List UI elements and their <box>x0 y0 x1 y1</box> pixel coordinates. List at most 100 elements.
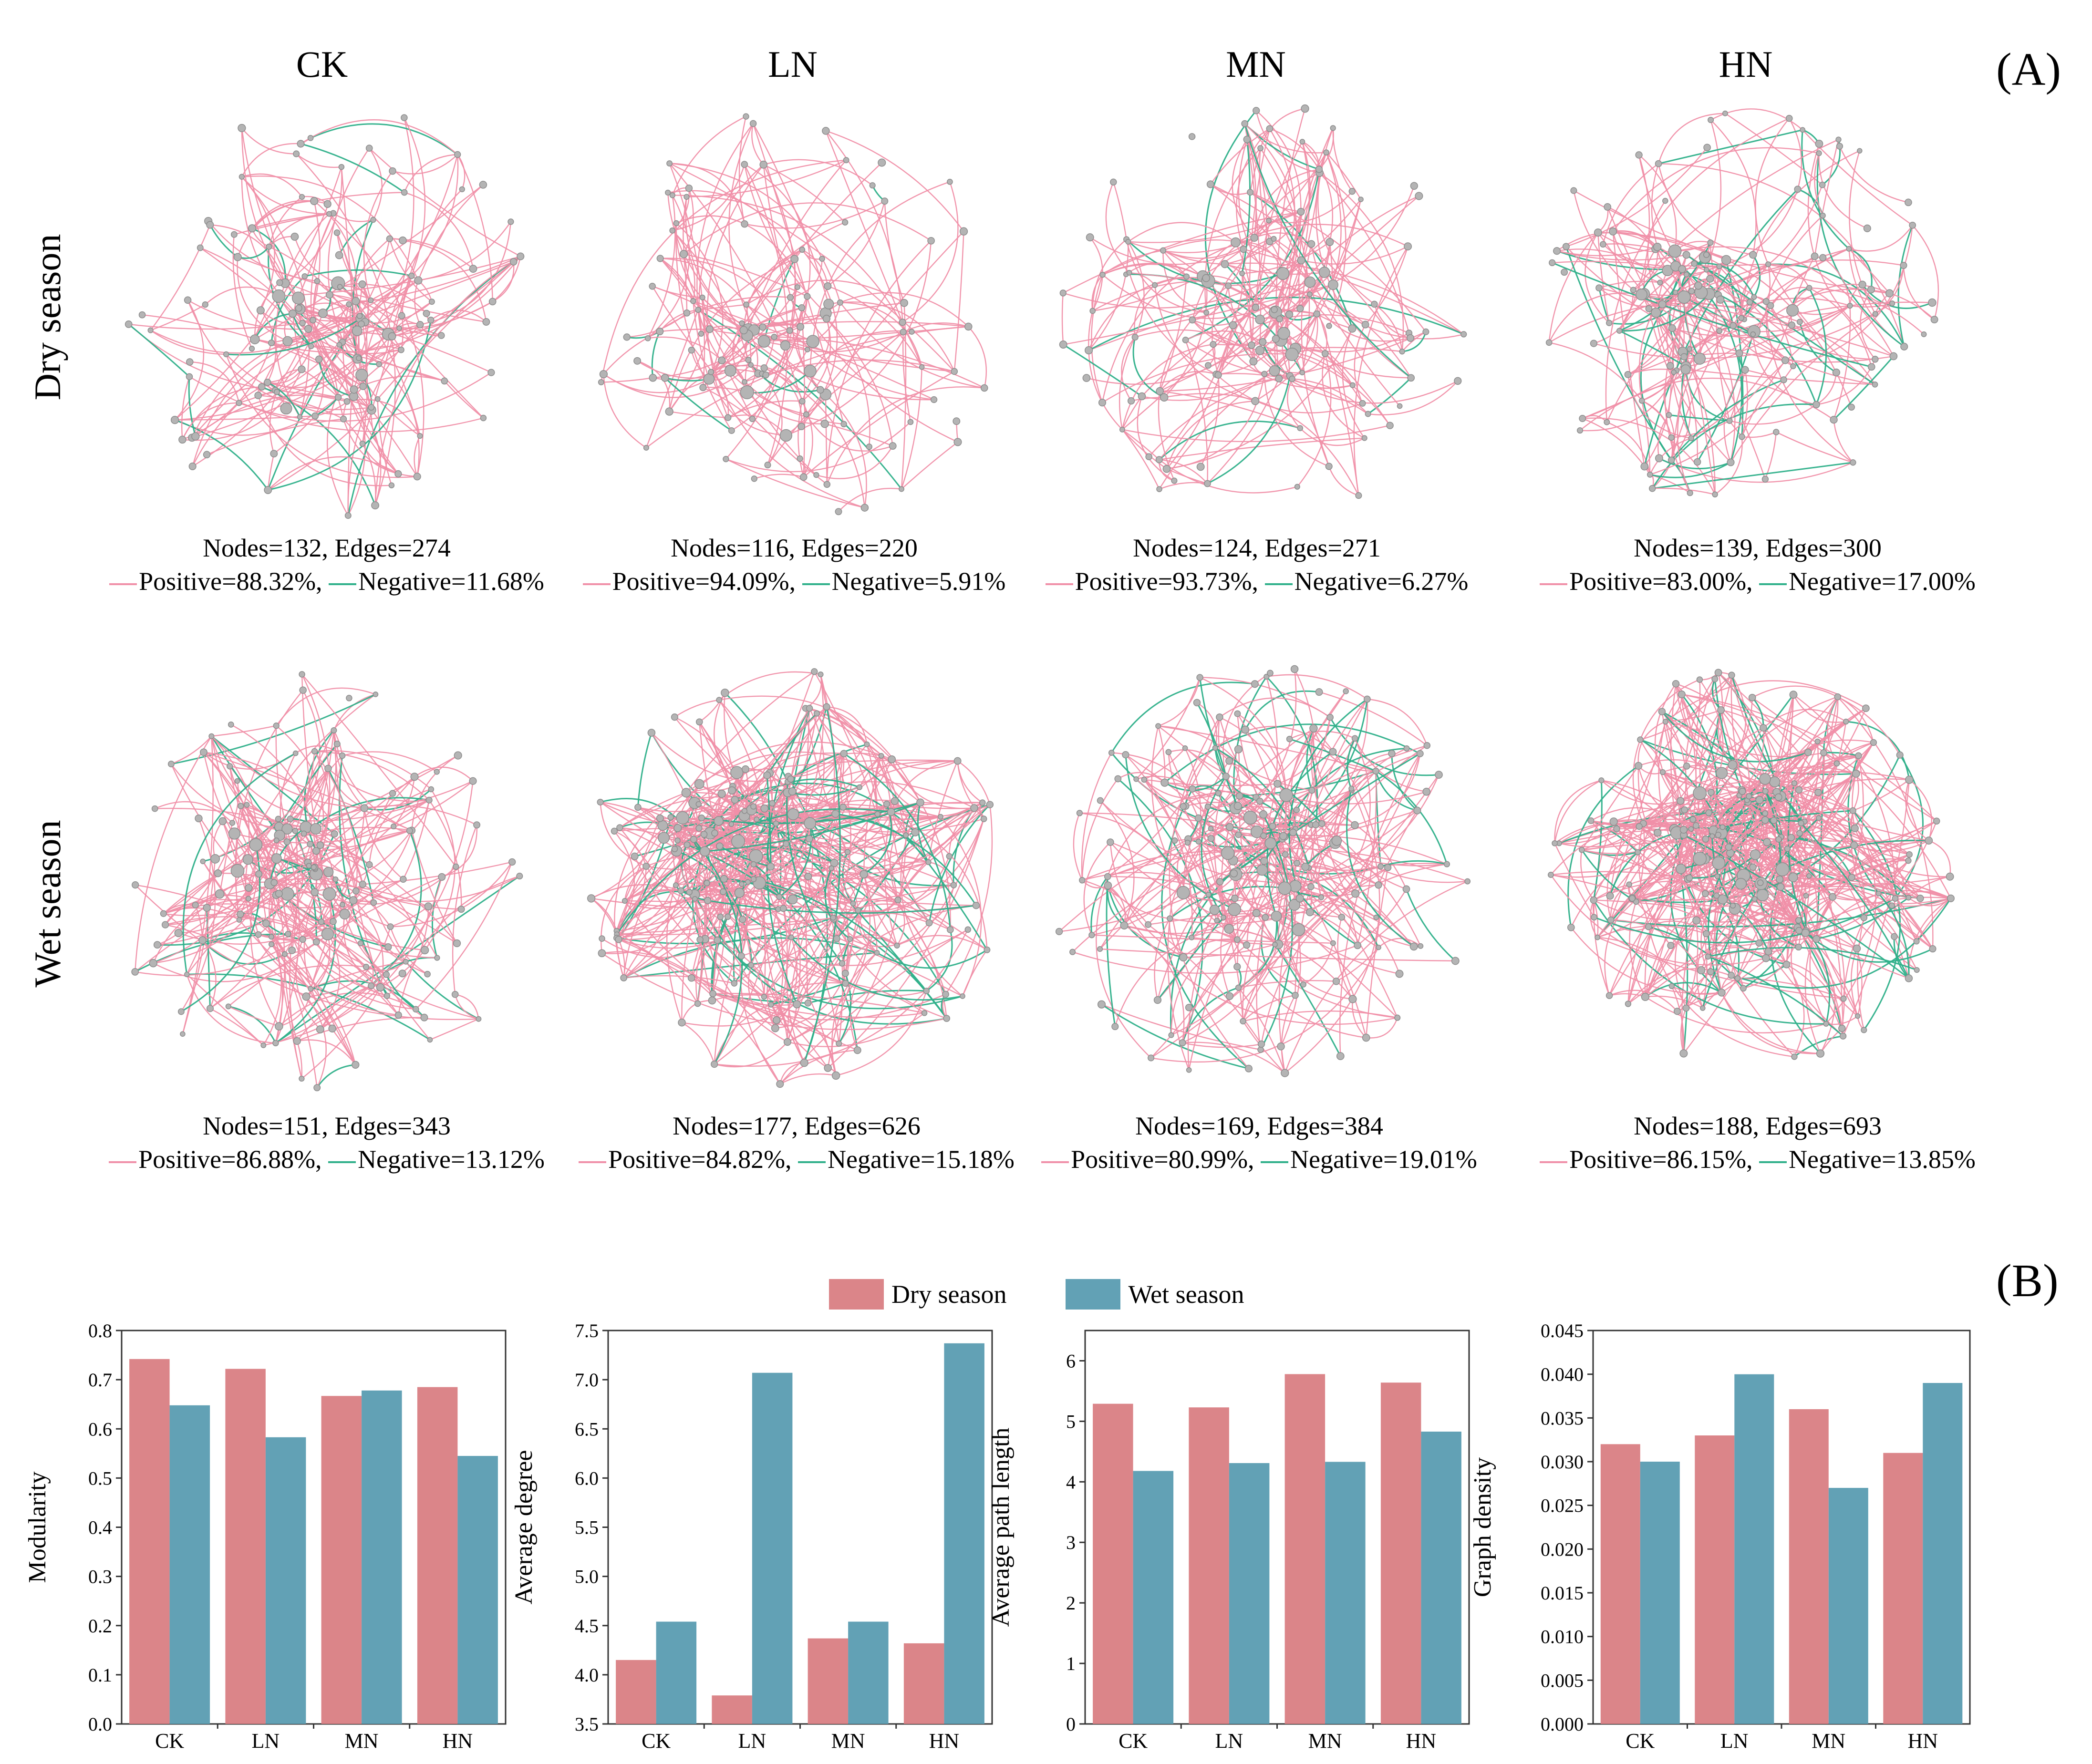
network-node <box>1233 802 1242 810</box>
network-node <box>1260 856 1268 865</box>
network-node <box>665 189 671 196</box>
positive-edge <box>884 201 905 303</box>
network-node <box>783 840 789 847</box>
network-node <box>1678 691 1686 699</box>
network-node <box>1241 120 1249 127</box>
network-node <box>416 321 424 329</box>
positive-edge <box>1159 459 1208 484</box>
network-node <box>1329 748 1337 756</box>
network-node <box>669 192 675 198</box>
positive-edge <box>392 301 493 337</box>
network-node <box>1836 143 1843 150</box>
network-node <box>337 284 343 290</box>
positive-edge <box>753 851 848 880</box>
network-node <box>1279 832 1287 840</box>
network-node <box>1682 1004 1690 1012</box>
network-node <box>611 827 618 835</box>
negative-edge <box>1800 823 1910 979</box>
positive-edge <box>820 389 867 508</box>
network-node <box>823 299 834 309</box>
negative-edge <box>1808 288 1827 405</box>
positive-edge <box>713 993 797 1006</box>
network-node <box>779 905 787 912</box>
positive-edge <box>292 313 361 322</box>
positive-edge <box>1860 289 1876 360</box>
y-tick-label: 0.020 <box>1541 1538 1584 1560</box>
positive-edge <box>1638 154 1677 251</box>
network-node <box>925 859 932 865</box>
negative-edge <box>1229 826 1322 898</box>
network-node <box>1209 905 1220 915</box>
positive-edge <box>417 184 484 281</box>
network-node <box>1294 484 1300 490</box>
positive-edge <box>189 376 484 433</box>
positive-edge <box>303 833 318 893</box>
positive-edge <box>1721 992 1821 1054</box>
positive-edge <box>287 894 333 923</box>
network-node <box>1222 773 1230 780</box>
network-node <box>186 373 193 381</box>
network-node <box>398 312 405 320</box>
network-node <box>717 789 726 798</box>
network-node <box>323 200 331 208</box>
network-node <box>1279 788 1293 802</box>
positive-edge <box>1716 266 1730 421</box>
network-node <box>1272 941 1278 948</box>
network-node <box>739 320 745 327</box>
network-node <box>410 773 419 781</box>
network-node <box>1814 788 1822 796</box>
network-node <box>301 273 308 279</box>
network-node <box>225 1003 231 1010</box>
network-wet-ck <box>131 671 523 1092</box>
network-node <box>1330 940 1336 946</box>
network-node <box>1666 362 1674 370</box>
network-node <box>708 369 715 375</box>
network-node <box>318 918 325 925</box>
network-node <box>292 827 299 834</box>
negative-edge <box>1593 780 1603 900</box>
network-nodes <box>1055 665 1471 1077</box>
bar-wet-hn <box>1923 1383 1963 1724</box>
positive-edge <box>269 882 285 955</box>
network-node <box>428 299 435 305</box>
network-node <box>306 863 312 869</box>
network-node <box>358 320 365 328</box>
positive-edge <box>1150 947 1379 1063</box>
positive-edge <box>1073 813 1083 881</box>
positive-edge <box>1671 985 1722 995</box>
network-node <box>925 919 933 927</box>
positive-edge <box>392 154 458 175</box>
positive-edge <box>1136 677 1201 780</box>
positive-edge <box>1160 331 1426 392</box>
network-node <box>438 873 446 881</box>
positive-edge <box>1319 172 1404 352</box>
positive-edge <box>1192 788 1285 837</box>
network-node <box>238 124 246 133</box>
positive-edge <box>1163 250 1225 265</box>
positive-edge <box>1549 342 1643 401</box>
network-node <box>1243 810 1257 825</box>
network-node <box>953 438 962 446</box>
network-node <box>1635 151 1643 159</box>
positive-edge <box>1328 466 1359 496</box>
network-node <box>1703 251 1710 258</box>
positive-edge <box>202 923 267 941</box>
positive-edge <box>1159 437 1365 461</box>
positive-edge <box>790 258 823 298</box>
positive-edge <box>1730 675 1781 880</box>
network-node <box>1730 902 1736 909</box>
network-node <box>1082 374 1091 382</box>
network-node <box>972 901 980 909</box>
positive-edge <box>1566 147 1708 248</box>
network-node <box>692 896 698 902</box>
network-node <box>1673 1008 1681 1015</box>
positive-edge <box>1792 694 1846 723</box>
positive-edge <box>377 398 421 437</box>
network-node <box>823 703 830 711</box>
network-node <box>1231 894 1239 902</box>
network-node <box>720 888 727 896</box>
positive-edge <box>686 844 701 895</box>
positive-edge <box>1210 184 1403 352</box>
network-node <box>1151 282 1158 288</box>
positive-edge <box>1903 265 1935 320</box>
